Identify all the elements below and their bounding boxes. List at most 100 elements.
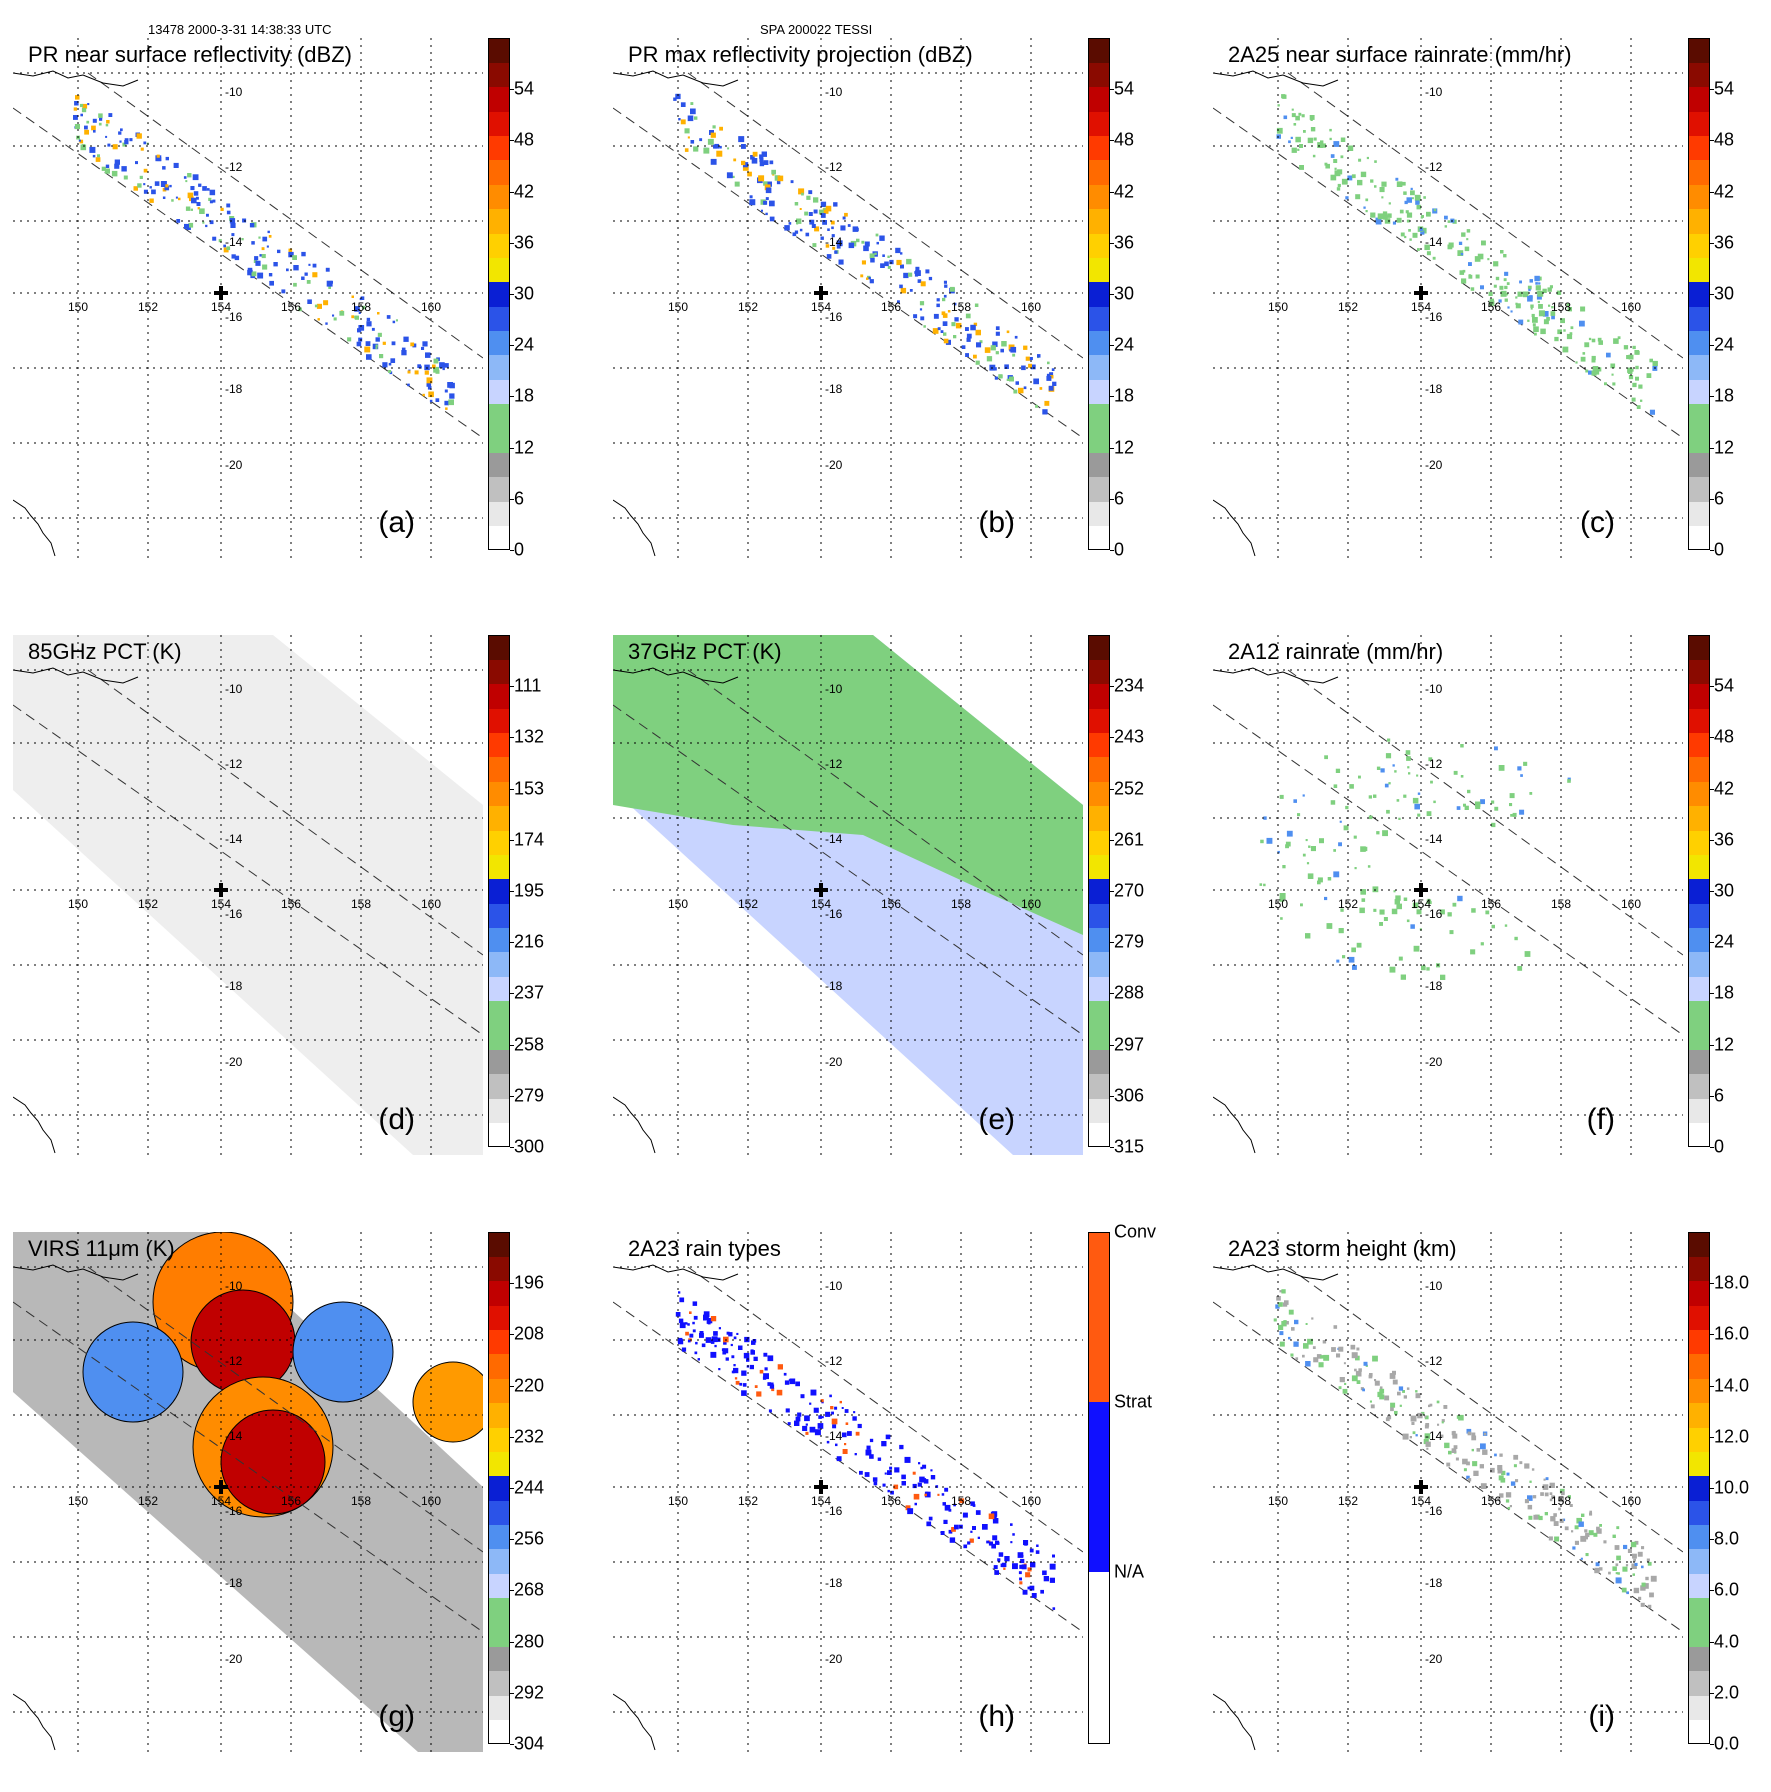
precip-pixel xyxy=(913,314,918,319)
precip-pixel xyxy=(449,393,455,399)
precip-pixel xyxy=(765,212,768,216)
colorbar-segment xyxy=(488,184,510,210)
precip-pixel xyxy=(251,271,257,277)
precip-pixel xyxy=(332,314,335,317)
precip-pixel xyxy=(1398,817,1401,820)
colorbar-tick-label: 153 xyxy=(514,778,545,799)
precip-pixel xyxy=(753,1356,758,1361)
precip-pixel xyxy=(165,156,169,161)
precip-pixel xyxy=(992,1535,998,1541)
precip-pixel xyxy=(298,307,302,312)
precip-pixel xyxy=(852,1416,857,1421)
precip-pixel xyxy=(1295,1357,1299,1360)
colorbar-segment xyxy=(488,476,510,502)
precip-pixel xyxy=(323,300,329,306)
colorbar-segment xyxy=(488,1122,510,1148)
precip-pixel xyxy=(1556,290,1562,295)
precip-pixel xyxy=(1015,381,1019,385)
map-plot: -10 -12 -14 -16 -18 -20 150 152 154 156 158 160 xyxy=(613,635,1083,1155)
latitude-label: -16 xyxy=(1425,1504,1443,1518)
colorbar-tick-mark xyxy=(1710,1385,1714,1387)
precip-pixel xyxy=(1350,1344,1356,1350)
precip-pixel xyxy=(365,341,371,346)
precip-pixel xyxy=(759,154,764,159)
precip-pixel xyxy=(1412,232,1418,238)
precip-pixel xyxy=(912,1471,916,1475)
precip-pixel xyxy=(1542,311,1549,317)
precip-pixel xyxy=(1532,1495,1537,1499)
precip-pixel xyxy=(1381,196,1384,199)
precip-pixel xyxy=(771,169,776,175)
precip-pixel xyxy=(943,280,947,284)
precip-pixel xyxy=(930,1469,933,1472)
colorbar-tick-mark xyxy=(1110,396,1114,398)
precip-pixel xyxy=(1546,317,1550,321)
colorbar: 300 279 258 237 216 195 174 153 132 111 xyxy=(488,635,544,1157)
precip-pixel xyxy=(143,141,147,145)
precip-pixel xyxy=(129,138,133,142)
precip-pixel xyxy=(998,1552,1004,1557)
precip-pixel xyxy=(1298,112,1302,116)
precip-pixel xyxy=(1406,919,1410,923)
precip-pixel xyxy=(382,362,388,368)
precip-pixel xyxy=(392,320,396,324)
precip-pixel xyxy=(1524,1499,1529,1504)
precip-pixel xyxy=(889,1466,893,1470)
precip-pixel xyxy=(763,1352,768,1357)
precip-pixel xyxy=(1383,215,1388,220)
precip-pixel xyxy=(1329,128,1332,132)
precip-pixel xyxy=(1373,908,1377,912)
colorbar-tick-label: 36 xyxy=(1114,232,1135,253)
precip-pixel xyxy=(1458,241,1463,245)
colorbar-tick-label: 36 xyxy=(1714,232,1735,253)
colorbar-tick-mark xyxy=(1710,1744,1714,1745)
precip-pixel xyxy=(1623,345,1629,350)
colorbar-segment xyxy=(488,1256,510,1282)
precip-pixel xyxy=(1421,215,1424,218)
latitude-label: -10 xyxy=(1425,85,1443,99)
latitude-label: -16 xyxy=(825,310,843,324)
colorbar-segment xyxy=(1688,86,1710,112)
colorbar-tick-label: 216 xyxy=(514,931,545,952)
precip-pixel xyxy=(942,297,946,302)
precip-pixel xyxy=(741,144,746,149)
precip-pixel xyxy=(1625,1564,1629,1567)
precip-pixel xyxy=(1415,1393,1421,1399)
colorbar-segment xyxy=(1688,1451,1710,1477)
colorbar-segment xyxy=(488,379,510,405)
precip-pixel xyxy=(1396,799,1400,802)
precip-pixel xyxy=(1627,1548,1632,1553)
precip-pixel xyxy=(1515,296,1518,299)
precip-pixel xyxy=(751,1340,756,1345)
precip-pixel xyxy=(825,205,832,212)
precip-pixel xyxy=(151,189,156,195)
longitude-label: 156 xyxy=(281,1494,302,1508)
precip-pixel xyxy=(733,158,737,162)
precip-pixel xyxy=(1562,1518,1566,1522)
precip-pixel xyxy=(1617,1572,1620,1575)
precip-pixel xyxy=(230,222,236,228)
precip-pixel xyxy=(390,358,396,363)
colorbar-tick-mark xyxy=(1710,1641,1714,1643)
precip-pixel xyxy=(1452,1433,1458,1439)
precip-pixel xyxy=(809,219,815,225)
precip-pixel xyxy=(785,1408,790,1413)
precip-pixel xyxy=(1320,1355,1324,1359)
precip-pixel xyxy=(955,322,962,329)
precip-pixel xyxy=(689,1333,694,1338)
precip-pixel xyxy=(1293,123,1297,126)
latitude-label: -16 xyxy=(825,907,843,921)
precip-pixel xyxy=(92,154,96,158)
precip-pixel xyxy=(1612,1566,1617,1571)
precip-pixel xyxy=(896,259,902,266)
panel-title: VIRS 11μm (K) xyxy=(28,1236,175,1261)
colorbar-segment xyxy=(488,903,510,929)
precip-pixel xyxy=(1461,232,1466,237)
precip-pixel xyxy=(882,1483,886,1487)
precip-pixel xyxy=(1551,306,1554,309)
precip-pixel xyxy=(1414,803,1420,810)
precip-pixel xyxy=(1276,127,1283,134)
panel-h: -10 -12 -14 -16 -18 -20 150 152 154 156 158 160 2A23… xyxy=(600,1222,1156,1792)
latitude-label: -16 xyxy=(825,1504,843,1518)
precip-pixel xyxy=(347,337,352,342)
